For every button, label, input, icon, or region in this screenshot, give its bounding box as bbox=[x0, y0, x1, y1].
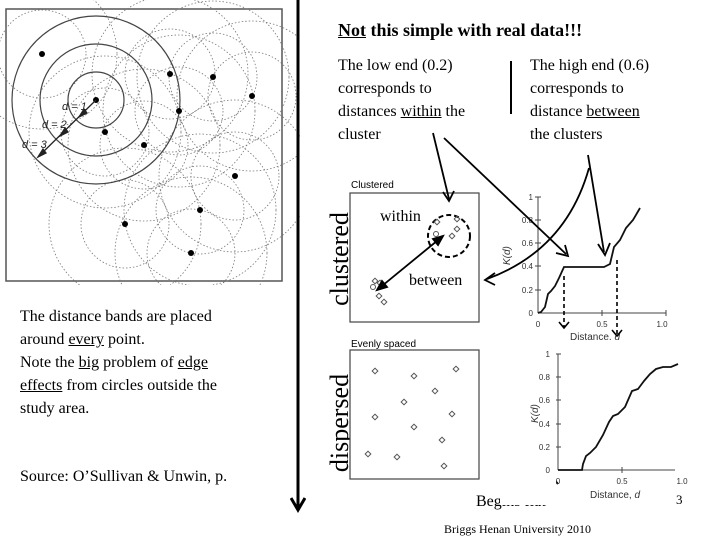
svg-text:0.2: 0.2 bbox=[522, 286, 534, 295]
kd-chart-clustered: 10.80.6 0.40.20 K(d) 0 0.5 1.0 Distance, d bbox=[502, 193, 668, 340]
edge-effects-note: The distance bands are placed around eve… bbox=[20, 305, 290, 420]
page-number: 3 bbox=[676, 492, 683, 507]
source-citation: Source: O’Sullivan & Unwin, p. bbox=[20, 468, 228, 485]
low-end-text: The low end (0.2) corresponds to distanc… bbox=[338, 54, 518, 146]
svg-text:0.6: 0.6 bbox=[522, 239, 534, 248]
label-d3: d = 3 bbox=[22, 139, 48, 151]
label-d1: d = 1 bbox=[62, 101, 87, 113]
svg-text:0.6: 0.6 bbox=[539, 396, 551, 405]
title-rest: this simple with real data!!! bbox=[366, 20, 583, 40]
kd-curve-dispersed: 1 0.8 0.6 0.4 0.2 0 K(d) 0 0.5 1.0 Distance, d bbox=[500, 345, 688, 505]
slide-title: Not this simple with real data!!! bbox=[338, 20, 582, 41]
low-end-line1: The low end (0.2) bbox=[338, 57, 453, 74]
distance-bands-diagram: d = 1 d = 2 d = 3 bbox=[0, 0, 300, 285]
svg-text:1: 1 bbox=[546, 350, 551, 359]
low-end-line4: cluster bbox=[338, 126, 381, 143]
note-line3: Note the big problem of edge bbox=[20, 354, 208, 371]
note-line4: effects from circles outside the bbox=[20, 377, 217, 394]
dispersed-pattern-panel bbox=[349, 349, 480, 480]
svg-text:0: 0 bbox=[556, 477, 561, 486]
svg-text:K(d): K(d) bbox=[502, 246, 513, 265]
divider-arrow bbox=[290, 0, 306, 513]
note-line1: The distance bands are placed bbox=[20, 308, 212, 325]
between-label: between bbox=[409, 272, 463, 289]
svg-text:K(d): K(d) bbox=[530, 404, 541, 423]
note-line2: around every point. bbox=[20, 331, 145, 348]
svg-text:0: 0 bbox=[529, 309, 534, 318]
panel-dispersed-title: Evenly spaced bbox=[351, 339, 417, 350]
svg-text:0.2: 0.2 bbox=[539, 443, 551, 452]
low-end-line2: corresponds to bbox=[338, 80, 432, 97]
high-end-line1: The high end (0.6) bbox=[530, 57, 650, 74]
svg-text:0.4: 0.4 bbox=[522, 262, 534, 271]
svg-text:1.0: 1.0 bbox=[676, 477, 688, 486]
svg-text:0.4: 0.4 bbox=[539, 420, 551, 429]
title-not: Not bbox=[338, 20, 366, 40]
clustered-pattern-panel bbox=[349, 192, 480, 323]
within-label: within bbox=[380, 208, 421, 225]
label-d2: d = 2 bbox=[42, 119, 67, 131]
svg-text:0: 0 bbox=[546, 466, 551, 475]
high-end-text: The high end (0.6) corresponds to distan… bbox=[530, 54, 720, 146]
svg-text:0.8: 0.8 bbox=[522, 216, 534, 225]
high-end-line2: corresponds to bbox=[530, 80, 624, 97]
svg-text:1: 1 bbox=[529, 193, 534, 202]
svg-text:0.8: 0.8 bbox=[539, 373, 551, 382]
svg-text:0.5: 0.5 bbox=[616, 477, 628, 486]
svg-text:0: 0 bbox=[536, 320, 541, 329]
low-end-line3: distances within the bbox=[338, 103, 466, 120]
svg-text:1.0: 1.0 bbox=[656, 320, 668, 329]
panel-clustered-title: Clustered bbox=[351, 180, 394, 191]
high-end-line3: distance between bbox=[530, 103, 640, 120]
note-line5: study area. bbox=[20, 400, 90, 417]
svg-text:0.5: 0.5 bbox=[596, 320, 608, 329]
svg-text:Distance, d: Distance, d bbox=[590, 490, 640, 501]
text-separator bbox=[510, 61, 512, 114]
footer-credit: Briggs Henan University 2010 bbox=[444, 522, 591, 536]
high-end-line4: the clusters bbox=[530, 126, 603, 143]
